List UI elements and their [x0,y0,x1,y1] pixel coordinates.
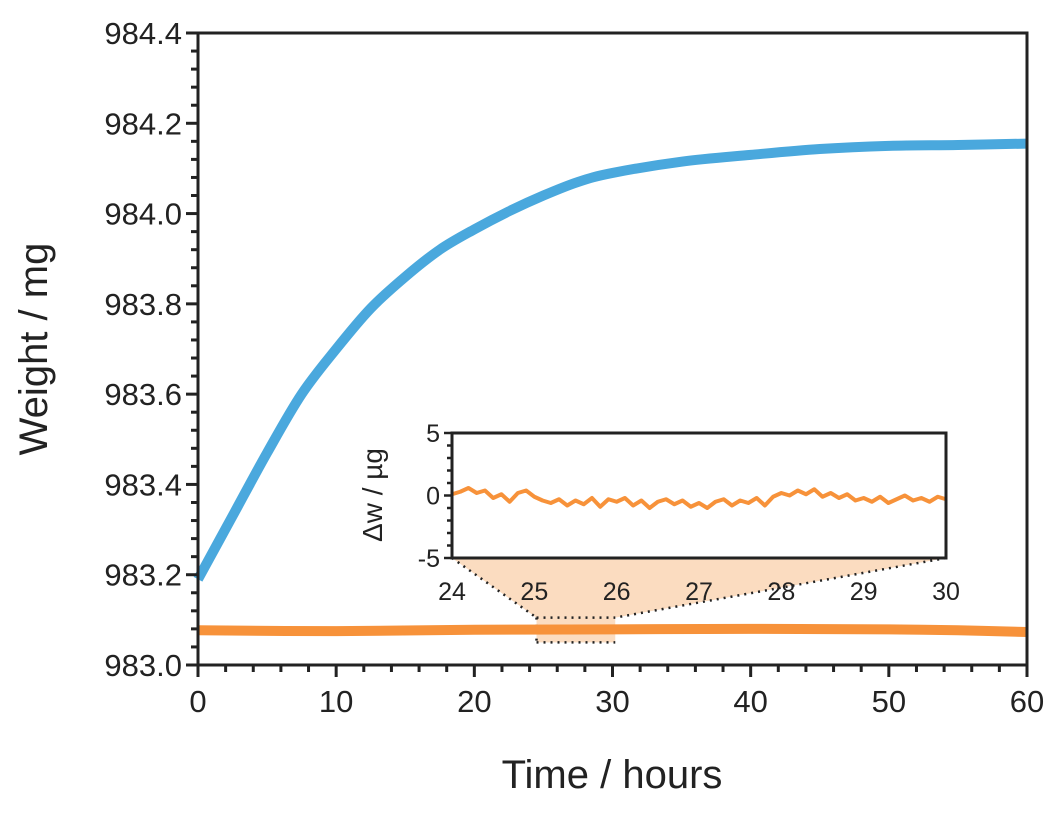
y-tick-label: 984.4 [104,16,182,51]
x-axis-label: Time / hours [502,753,723,797]
inset-y-tick-label: -5 [418,545,440,573]
main-series-line-0 [193,138,1028,582]
inset-x-tick-label: 27 [685,578,713,606]
inset-x-tick-label: 29 [850,578,878,606]
x-tick-label: 30 [595,684,629,719]
zoom-connector-fill [452,558,946,618]
y-tick-label: 984.0 [104,197,182,232]
inset-series-line-0 [451,486,947,510]
main-tick-labels: 0 10 20 30 40 50 60983.0983.2983.4983.6983.898… [104,16,1044,719]
inset-x-tick-label: 25 [520,578,548,606]
x-tick-label: 40 [733,684,767,719]
main-series-line-1 [197,623,1028,638]
y-tick-label: 983.6 [104,377,182,412]
y-tick-label: 983.0 [104,648,182,683]
inset-background [452,433,946,558]
zoom-region-connector [451,556,947,644]
inset-y-axis-label: Δw / µg [357,448,388,542]
y-tick-label: 983.8 [104,287,182,322]
x-tick-label: 60 [1010,684,1044,719]
inset-tick-labels: -5 0 5 24 25 26 27 28 29 30 [418,420,960,606]
zoom-connector-line-right [615,556,947,619]
y-tick-label: 984.2 [104,106,182,141]
y-tick-label: 983.2 [104,558,182,593]
main-axis-ticks [186,31,1029,677]
x-tick-label: 50 [872,684,906,719]
y-axis-label: Weight / mg [12,243,56,456]
inset-plot-series [451,486,947,510]
y-tick-label: 983.4 [104,467,182,502]
inset-y-tick-label: 0 [426,483,440,511]
x-tick-label: 10 [319,684,353,719]
inset-axis-ticks [444,431,452,560]
x-tick-label: 20 [457,684,491,719]
inset-x-tick-label: 24 [438,578,466,606]
main-plot-series [193,138,1028,638]
inset-x-tick-label: 28 [767,578,795,606]
inset-y-tick-label: 5 [426,420,440,448]
inset-x-tick-label: 30 [932,578,960,606]
x-tick-label: 0 [189,684,206,719]
inset-x-tick-label: 26 [603,578,631,606]
